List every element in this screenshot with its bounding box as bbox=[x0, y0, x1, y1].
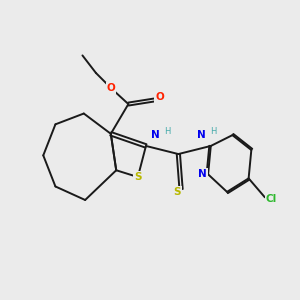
Text: O: O bbox=[106, 83, 115, 93]
Text: N: N bbox=[198, 169, 207, 179]
Text: Cl: Cl bbox=[266, 194, 277, 204]
Text: H: H bbox=[164, 128, 171, 136]
Text: S: S bbox=[173, 187, 181, 197]
Text: S: S bbox=[134, 172, 142, 182]
Text: O: O bbox=[155, 92, 164, 102]
Text: H: H bbox=[210, 127, 217, 136]
Text: N: N bbox=[151, 130, 160, 140]
Text: N: N bbox=[197, 130, 206, 140]
